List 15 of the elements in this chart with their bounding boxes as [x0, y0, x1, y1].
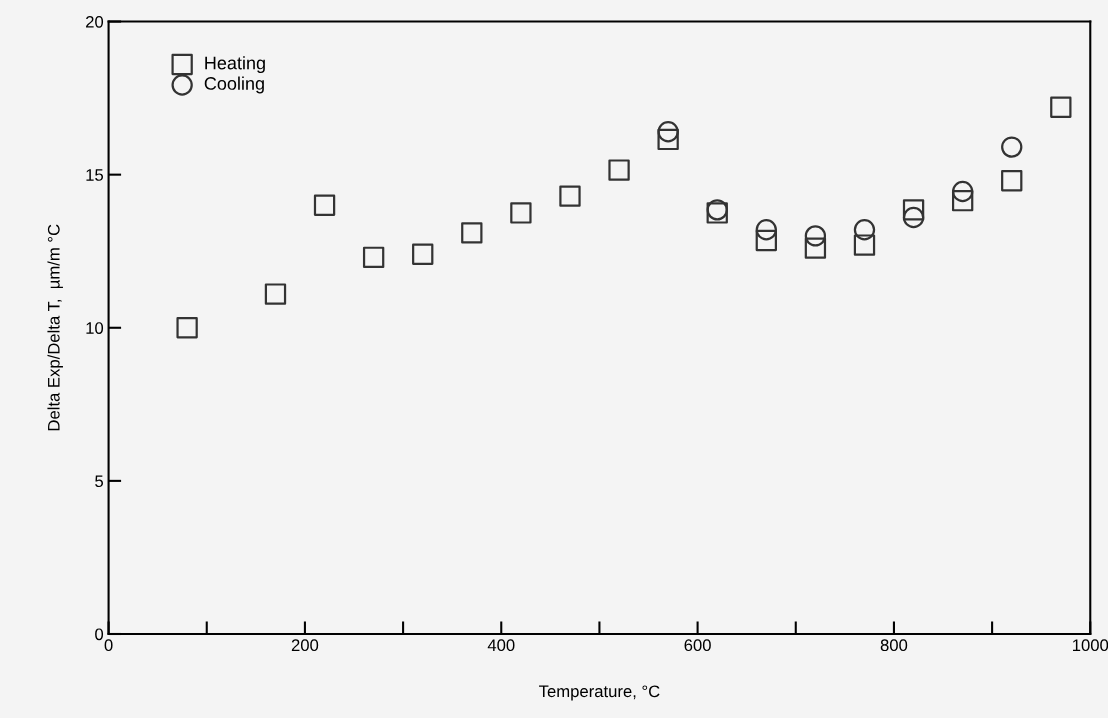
y-tick-label: 15: [86, 169, 104, 181]
y-tick-label: 10: [86, 322, 104, 334]
x-tick-label: 1000: [1073, 639, 1108, 652]
y-axis-title: Delta Exp/Delta T, µm/m °C: [47, 224, 63, 431]
x-tick-label: 800: [880, 639, 908, 652]
legend-label: Cooling: [204, 76, 264, 94]
legend-label: Heating: [205, 56, 265, 73]
x-tick-label: 0: [104, 639, 113, 652]
x-tick-label: 600: [684, 639, 711, 652]
x-tick-label: 200: [291, 639, 319, 652]
x-tick-label: 400: [487, 639, 515, 652]
y-tick-label: 5: [95, 475, 104, 488]
y-tick-label: 20: [86, 15, 104, 28]
x-axis-title: Temperature, °C: [539, 685, 660, 701]
y-tick-label: 0: [95, 628, 104, 641]
